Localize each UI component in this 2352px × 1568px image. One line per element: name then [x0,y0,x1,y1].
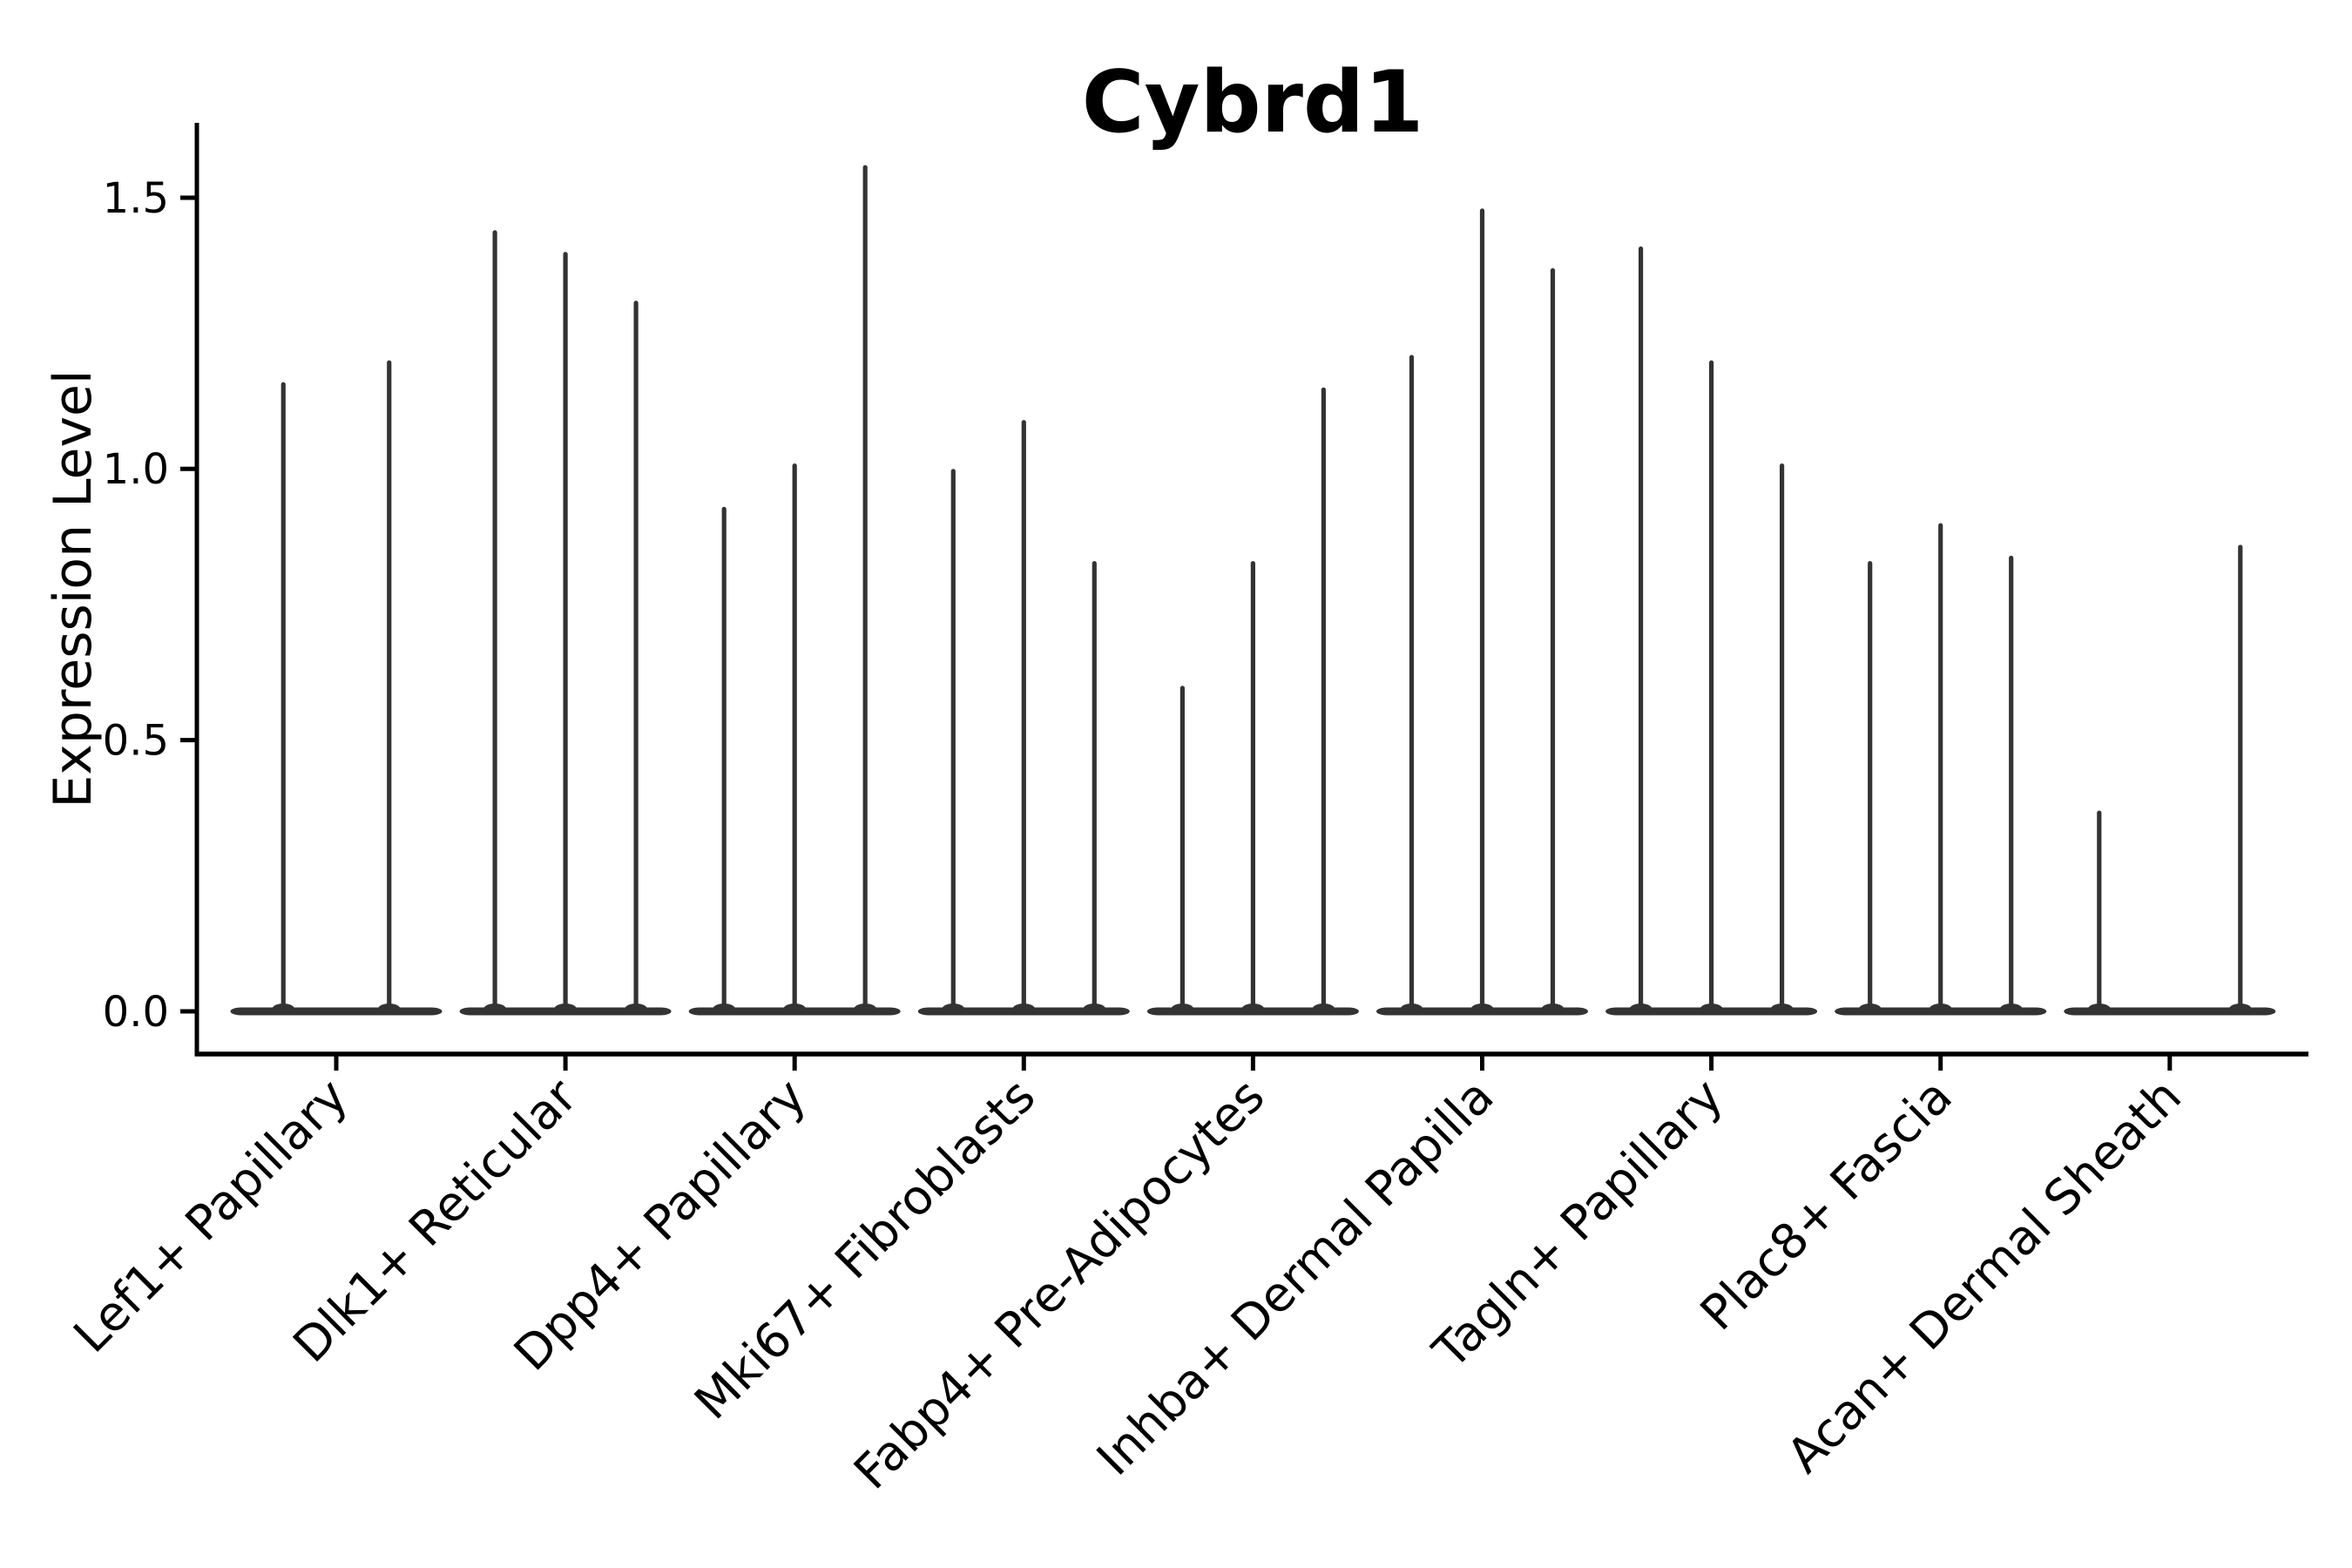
y-tick-label: 1.0 [103,445,169,494]
y-axis-ticks: 0.0 0.5 1.0 1.5 [103,174,197,1037]
violin-group [917,420,1130,1016]
violin-zero-mass [2064,1007,2276,1016]
y-tick-label: 1.5 [103,174,169,223]
violin-group [459,230,672,1016]
violin-group [688,165,901,1016]
violins [230,165,2276,1016]
violin-group [2064,544,2276,1016]
y-tick-label: 0.0 [103,988,169,1037]
y-tick-label: 0.5 [103,716,169,765]
violin-group [1605,246,1818,1016]
violin-group [1835,523,2047,1016]
violin-group [1146,387,1359,1016]
y-axis-label: Expression Level [43,369,104,808]
violin-group [1376,208,1588,1016]
violin-group [230,360,443,1016]
violin-zero-mass [230,1007,443,1016]
chart-title: Cybrd1 [1082,53,1424,152]
